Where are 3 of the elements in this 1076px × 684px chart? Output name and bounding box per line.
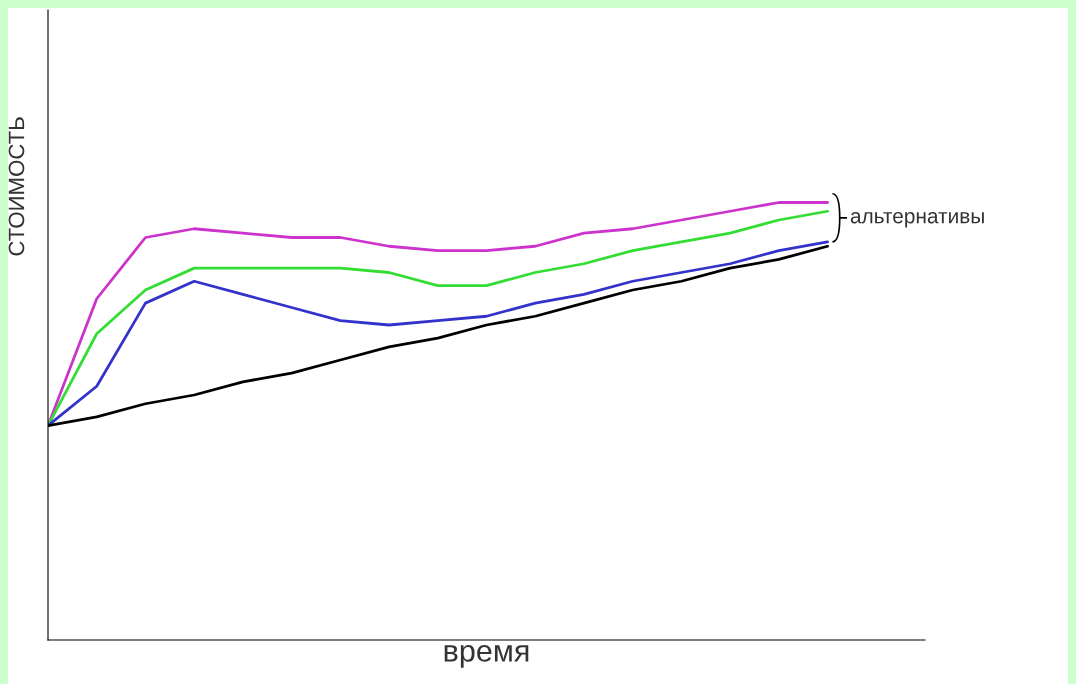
x-axis-title: время bbox=[444, 645, 529, 668]
y-axis-title: СТОИМОСТЬ bbox=[8, 117, 25, 256]
annotation: альтернативы bbox=[850, 211, 984, 228]
